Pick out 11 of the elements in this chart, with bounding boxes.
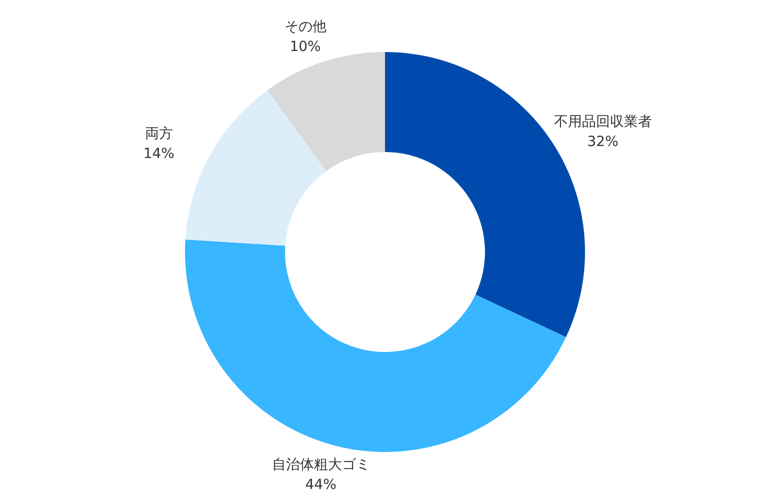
donut-slice	[185, 90, 326, 246]
slice-label: 両方	[144, 126, 173, 142]
donut-slice	[267, 52, 385, 172]
data-label: 44%	[305, 476, 336, 493]
slice-label: 不用品回収業者	[554, 114, 652, 130]
slice-label: その他	[284, 19, 326, 36]
data-label: 10%	[290, 39, 321, 56]
donut-slice	[185, 239, 566, 452]
data-label: 14%	[143, 146, 174, 162]
slice-label: 自治体粗大ゴミ	[272, 456, 370, 473]
data-label: 32%	[587, 134, 618, 150]
